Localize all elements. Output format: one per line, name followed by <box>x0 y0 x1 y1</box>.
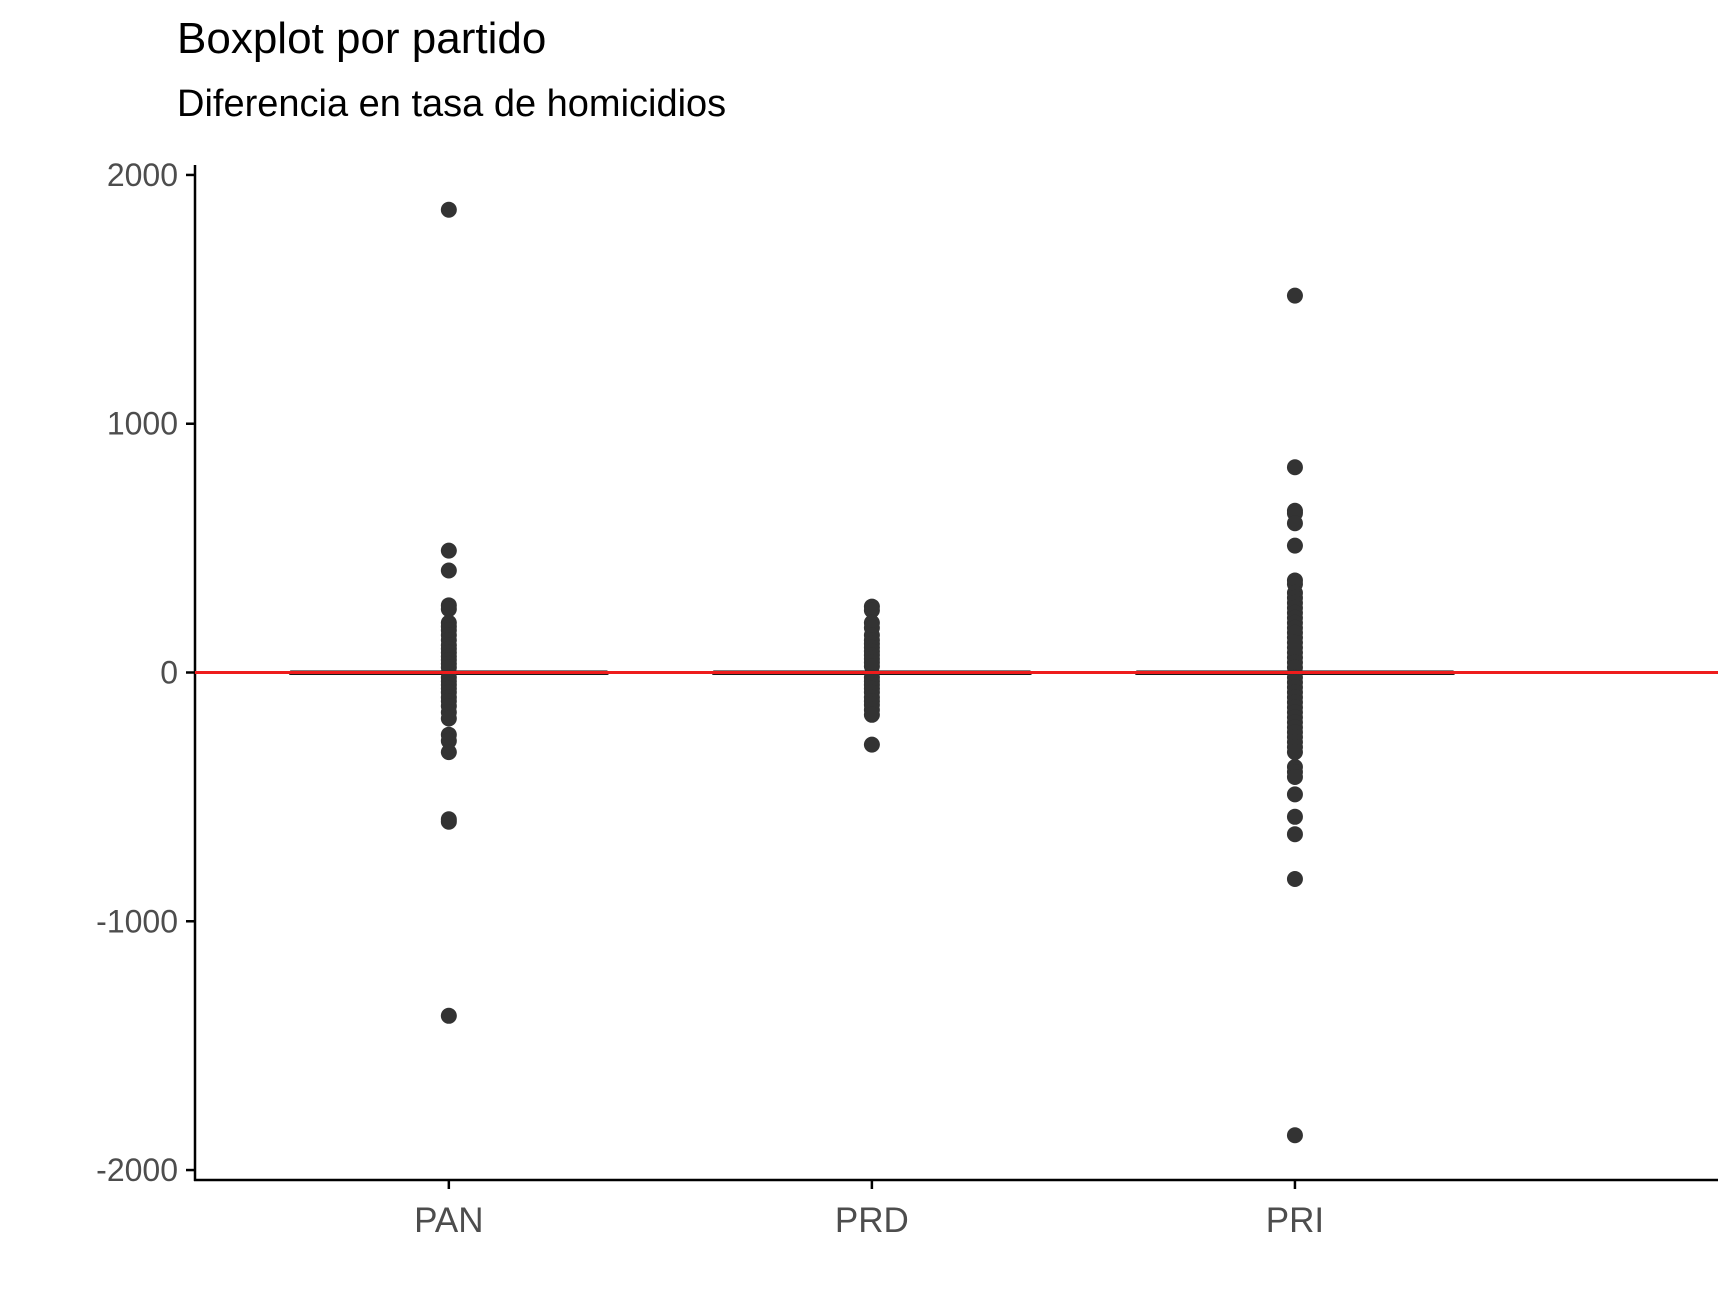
outlier-point <box>1286 515 1303 532</box>
x-axis: PAN PRD PRI <box>194 1178 1718 1240</box>
outlier-point <box>1286 744 1303 761</box>
y-tick-label: -2000 <box>96 1152 178 1188</box>
outlier-point <box>440 813 457 830</box>
outlier-point <box>863 602 880 619</box>
outlier-point <box>1286 808 1303 825</box>
outliers-layer <box>440 201 1303 1144</box>
x-tick-label: PRI <box>1266 1201 1324 1240</box>
y-tick-label: 2000 <box>107 157 178 193</box>
outlier-point <box>1286 870 1303 887</box>
outlier-point <box>1286 768 1303 785</box>
chart-title: Boxplot por partido <box>177 14 547 63</box>
outlier-point <box>863 658 880 675</box>
outlier-point <box>1286 459 1303 476</box>
x-tick-label: PAN <box>414 1201 483 1240</box>
outlier-point <box>440 1007 457 1024</box>
outlier-point <box>863 736 880 753</box>
outlier-point <box>863 706 880 723</box>
outlier-point <box>440 601 457 618</box>
outlier-point <box>440 744 457 761</box>
y-tick-label: -1000 <box>96 903 178 939</box>
chart-subtitle: Diferencia en tasa de homicidios <box>177 83 727 125</box>
outlier-point <box>440 201 457 218</box>
outlier-point <box>1286 1127 1303 1144</box>
outlier-point <box>440 732 457 749</box>
y-axis: 2000 1000 0 -1000 -2000 <box>96 157 197 1188</box>
outlier-point <box>440 710 457 727</box>
outlier-point <box>1286 537 1303 554</box>
outlier-point <box>1286 786 1303 803</box>
x-tick-label: PRD <box>835 1201 909 1240</box>
outlier-point <box>440 542 457 559</box>
y-tick-label: 0 <box>160 655 178 691</box>
outlier-point <box>440 562 457 579</box>
y-tick-label: 1000 <box>107 406 178 442</box>
outlier-point <box>1286 826 1303 843</box>
outlier-point <box>1286 287 1303 304</box>
